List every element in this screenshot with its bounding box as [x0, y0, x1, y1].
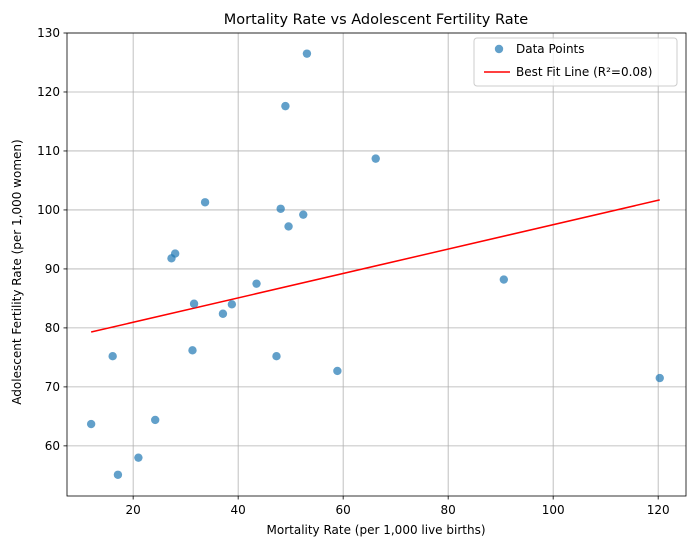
axis-ticks: 20 40 60 80 100 120 60 70 80 90 100 110 120 130 — [37, 26, 670, 517]
data-point — [272, 352, 281, 361]
data-point — [113, 470, 123, 479]
y-tick-label: 80 — [45, 321, 60, 335]
x-tick-label: 80 — [441, 503, 456, 517]
data-point — [281, 101, 290, 111]
x-tick-label: 60 — [336, 503, 351, 517]
y-tick-label: 110 — [37, 144, 60, 158]
data-point — [218, 309, 228, 318]
data-point — [276, 204, 285, 213]
data-point — [167, 254, 176, 263]
y-axis-label: Adolescent Fertility Rate (per 1,000 wom… — [10, 139, 24, 404]
data-point — [655, 373, 664, 383]
data-point — [371, 154, 380, 163]
data-point — [108, 352, 117, 361]
data-point — [333, 366, 342, 376]
data-point — [151, 415, 160, 425]
legend: Data Points Best Fit Line (R²=0.08) — [473, 37, 678, 87]
data-point — [200, 198, 210, 207]
legend-box — [473, 37, 678, 87]
data-point — [284, 222, 293, 231]
y-tick-label: 100 — [37, 203, 60, 217]
data-point — [227, 300, 237, 309]
data-point — [134, 453, 143, 462]
x-axis-label: Mortality Rate (per 1,000 live births) — [267, 523, 486, 537]
y-tick-label: 130 — [37, 26, 60, 40]
y-tick-label: 90 — [45, 262, 60, 276]
legend-marker-data-points — [494, 44, 504, 54]
data-point — [302, 49, 312, 58]
legend-label-best-fit: Best Fit Line (R²=0.08) — [516, 65, 652, 79]
data-points-layer — [86, 49, 664, 479]
data-point — [86, 419, 96, 429]
y-tick-label: 60 — [45, 439, 60, 453]
chart-title: Mortality Rate vs Adolescent Fertility R… — [224, 12, 528, 28]
data-point — [299, 210, 308, 219]
y-tick-label: 70 — [45, 380, 60, 394]
best-fit-line — [90, 199, 660, 333]
x-tick-label: 100 — [542, 503, 565, 517]
grid-lines — [67, 32, 686, 496]
x-tick-label: 40 — [231, 503, 246, 517]
data-point — [189, 299, 199, 308]
best-fit-layer — [90, 199, 660, 333]
legend-label-data-points: Data Points — [516, 42, 585, 56]
data-point — [188, 346, 197, 355]
data-point — [499, 275, 509, 284]
y-tick-label: 120 — [37, 85, 60, 99]
x-tick-label: 120 — [647, 503, 670, 517]
data-point — [252, 279, 261, 288]
plot-area-frame — [66, 32, 687, 497]
x-tick-label: 20 — [126, 503, 141, 517]
